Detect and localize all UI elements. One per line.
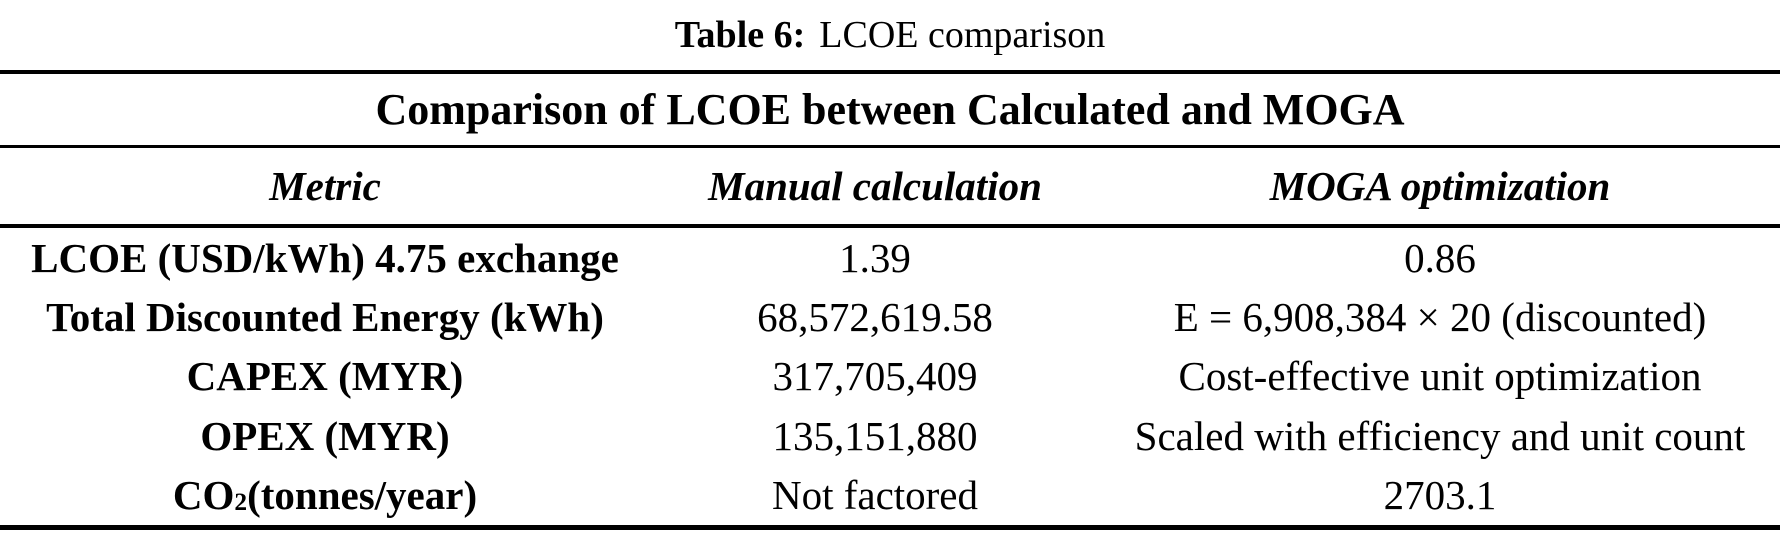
table-caption-number: Table 6:: [674, 14, 806, 56]
column-header-row: Metric Manual calculation MOGA optimizat…: [0, 148, 1780, 224]
table-row-total-discounted-energy: Total Discounted Energy (kWh) 68,572,619…: [0, 287, 1780, 346]
metric-label: LCOE (USD/kWh) 4.75 exchange: [31, 234, 619, 281]
moga-value: Scaled with efficiency and unit count: [1134, 412, 1746, 459]
moga-value: 2703.1: [1383, 472, 1497, 519]
table-caption: Table 6: LCOE comparison: [0, 0, 1780, 70]
table-bottom-rule: [0, 524, 1780, 530]
co2-base: CO: [172, 472, 235, 519]
table-row-lcoe: LCOE (USD/kWh) 4.75 exchange 1.39 0.86: [0, 228, 1780, 287]
table-top-rule: [0, 70, 1780, 74]
manual-value: Not factored: [771, 472, 979, 519]
column-header-moga-optimization: MOGA optimization: [1269, 163, 1611, 209]
body-separator-rule: [0, 224, 1780, 228]
header-separator-rule: [0, 145, 1780, 148]
table-row-co2: CO 2 (tonnes/year) Not factored 2703.1: [0, 466, 1780, 525]
metric-label: Total Discounted Energy (kWh): [46, 294, 604, 341]
table-spanning-header: Comparison of LCOE between Calculated an…: [375, 85, 1405, 134]
table-caption-title: LCOE comparison: [819, 14, 1106, 56]
metric-label: OPEX (MYR): [200, 412, 450, 459]
moga-value: 0.86: [1404, 234, 1476, 281]
moga-value: Cost-effective unit optimization: [1178, 353, 1702, 400]
metric-label: CAPEX (MYR): [186, 353, 464, 400]
moga-value: E = 6,908,384 × 20 (discounted): [1173, 294, 1707, 341]
table-row-opex: OPEX (MYR) 135,151,880 Scaled with effic…: [0, 406, 1780, 465]
column-header-manual-calculation: Manual calculation: [708, 163, 1042, 209]
manual-value: 1.39: [839, 234, 911, 281]
manual-value: 317,705,409: [772, 353, 978, 400]
manual-value: 68,572,619.58: [757, 294, 993, 341]
co2-unit: (tonnes/year): [247, 472, 478, 519]
manual-value: 135,151,880: [772, 412, 978, 459]
column-header-metric: Metric: [269, 163, 381, 209]
metric-label: CO 2 (tonnes/year): [172, 472, 478, 519]
table-row-capex: CAPEX (MYR) 317,705,409 Cost-effective u…: [0, 347, 1780, 406]
